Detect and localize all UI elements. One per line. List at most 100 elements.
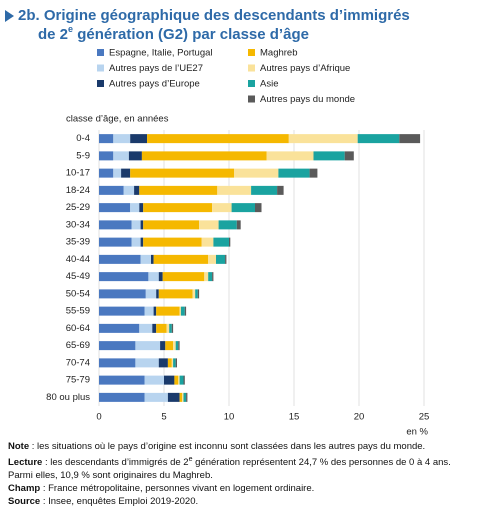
bar-segment [183, 392, 187, 402]
legend-label: Autres pays d’Afrique [260, 63, 350, 74]
bar-segment [135, 358, 159, 368]
y-tick-label: 35-39 [66, 237, 90, 248]
bar-segment [140, 237, 144, 247]
bar-segment [171, 358, 174, 368]
bar-segment [113, 134, 131, 144]
note-text: : France métropolitaine, personnes vivan… [40, 483, 315, 495]
legend-swatch [97, 64, 104, 72]
bar-segment [131, 220, 141, 230]
bar-segment [162, 272, 205, 282]
y-tick-label: 5-9 [76, 150, 90, 161]
bar-segment [201, 237, 214, 247]
bar-segment [344, 151, 354, 161]
bar-segment [175, 358, 177, 368]
bar-segment [99, 375, 145, 385]
bar-segment [179, 392, 183, 402]
bar-segment [140, 220, 144, 230]
bar-segment [218, 220, 237, 230]
bar-segment [123, 185, 135, 195]
note-text: génération représentent 24,7 % des perso… [8, 457, 451, 482]
bar-segment [99, 185, 124, 195]
legend-swatch [97, 49, 104, 56]
y-tick-label: 70-74 [66, 357, 90, 368]
bar-segment [99, 151, 114, 161]
note-label: Note [8, 441, 30, 452]
note-text: : les situations où le pays d’origine es… [29, 441, 426, 452]
bar-segment [186, 392, 188, 402]
chart: 2b. Origine géographique des descendants… [5, 7, 430, 438]
bar-segment [139, 203, 144, 213]
bar-segment [212, 272, 214, 282]
bar-segment [143, 220, 200, 230]
x-tick-label: 25 [419, 412, 430, 423]
note-line: Source : Insee, enquêtes Emploi 2019-202… [8, 495, 478, 508]
bar-segment [99, 323, 140, 333]
note-line: Lecture : les descendants d’immigrés de … [8, 453, 478, 482]
bar-segment [130, 203, 140, 213]
bar-segment [99, 134, 114, 144]
bar-segment [229, 237, 231, 247]
bar-segment [130, 134, 148, 144]
note-line: Note : les situations où le pays d’origi… [8, 440, 478, 453]
note-label: Source [8, 496, 41, 508]
y-tick-label: 40-44 [66, 254, 90, 265]
bar-segment [183, 375, 185, 385]
x-unit: en % [406, 427, 428, 438]
bar-segment [158, 272, 163, 282]
bar-segment [179, 306, 181, 316]
note-text: : les descendants d’immigrés de 2 [42, 457, 189, 469]
bar-segment [288, 134, 358, 144]
bar-segment [134, 185, 140, 195]
note-text: : Insee, enquêtes Emploi 2019-2020. [40, 496, 199, 508]
bar-segment [144, 375, 164, 385]
bar-segment [151, 254, 154, 264]
bar-segment [99, 254, 141, 264]
chart-title: de 2e génération (G2) par classe d’âge [38, 24, 309, 43]
bar-segment [153, 254, 209, 264]
legend-label: Autres pays du monde [260, 94, 355, 105]
x-tick-label: 20 [354, 412, 365, 423]
bar-segment [99, 237, 132, 247]
bar-segment [278, 168, 310, 178]
legend-label: Autres pays d’Europe [109, 79, 200, 90]
bar-segment [121, 168, 131, 178]
bar-segment [195, 289, 198, 299]
legend-swatch [248, 80, 255, 87]
bar-segment [399, 134, 421, 144]
bar-segment [213, 237, 229, 247]
bar-segment [236, 220, 241, 230]
bar-segment [357, 134, 400, 144]
bar-segment [131, 237, 141, 247]
bar-segment [166, 323, 170, 333]
y-tick-label: 0-4 [76, 133, 90, 144]
bar-segment [231, 203, 255, 213]
bar-segment [147, 134, 289, 144]
bar-segment [208, 254, 216, 264]
bar-segment [148, 272, 159, 282]
bar-segment [156, 289, 159, 299]
y-tick-label: 65-69 [66, 340, 90, 351]
y-tick-label: 25-29 [66, 202, 90, 213]
title-part: génération (G2) par classe d’âge [73, 26, 309, 43]
bar-segment [208, 272, 213, 282]
bar-segment [266, 151, 314, 161]
notes: Note : les situations où le pays d’origi… [8, 440, 478, 508]
bar-segment [165, 341, 174, 351]
bar-segment [234, 168, 279, 178]
bar-segment [204, 272, 209, 282]
bar-segment [217, 185, 252, 195]
bar-segment [128, 151, 142, 161]
bar-segment [153, 306, 157, 316]
x-tick-label: 10 [224, 412, 235, 423]
y-tick-label: 75-79 [66, 375, 90, 386]
bar-segment [179, 375, 184, 385]
bar-segment [158, 358, 168, 368]
bar-segment [139, 185, 218, 195]
note-label: Champ [8, 483, 41, 495]
bar-segment [182, 392, 184, 402]
bar-segment [212, 203, 232, 213]
bar-segment [145, 289, 157, 299]
bar-segment [197, 289, 200, 299]
bar-segment [255, 203, 262, 213]
note-label: Lecture [8, 457, 43, 469]
